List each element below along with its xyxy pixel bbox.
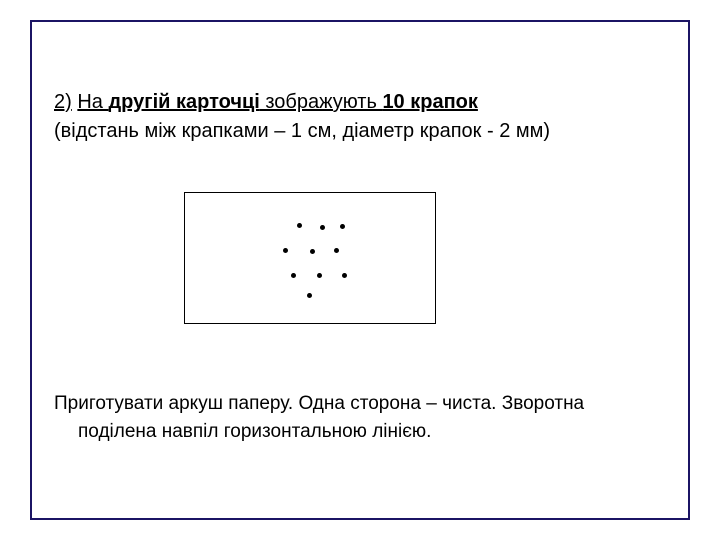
footer-paragraph: Приготувати аркуш паперу. Одна сторона –…	[54, 390, 666, 445]
dot	[342, 273, 347, 278]
slide: 2) На другій карточці зображують 10 крап…	[0, 0, 720, 540]
heading-bold-underline: другій карточці	[108, 91, 259, 113]
footer-line2: поділена навпіл горизонтальною лінією.	[54, 418, 666, 446]
dot	[334, 248, 339, 253]
diagram-wrapper	[184, 192, 666, 324]
dot	[317, 273, 322, 278]
content-area: 2) На другій карточці зображують 10 крап…	[54, 88, 666, 464]
footer-line1: Приготувати аркуш паперу. Одна сторона –…	[54, 393, 584, 414]
dot	[297, 223, 302, 228]
diagram-box	[184, 192, 436, 324]
heading-num: 2)	[54, 91, 72, 113]
dot	[310, 249, 315, 254]
heading-paragraph: 2) На другій карточці зображують 10 крап…	[54, 88, 666, 146]
dot	[320, 225, 325, 230]
dot	[283, 248, 288, 253]
heading-bold-tail: 10 крапок	[382, 91, 477, 113]
heading-prefix: На	[77, 91, 108, 113]
heading-mid: зображують	[260, 91, 383, 113]
dot	[307, 293, 312, 298]
dot	[340, 224, 345, 229]
dot	[291, 273, 296, 278]
heading-line2: (відстань між крапками – 1 см, діаметр к…	[54, 120, 550, 142]
